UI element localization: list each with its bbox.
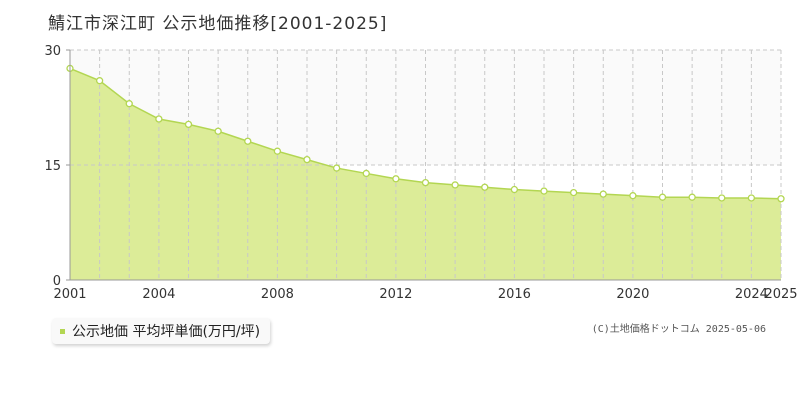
data-point: [421, 178, 430, 187]
data-point: [184, 120, 193, 129]
data-point: [155, 115, 163, 123]
data-point: [688, 193, 696, 201]
data-point: [540, 187, 548, 195]
x-tick-label: 2016: [498, 287, 531, 300]
x-tick-label: 2004: [142, 287, 175, 300]
x-tick-label: 2012: [379, 287, 412, 300]
data-point: [273, 147, 282, 155]
data-point: [125, 100, 133, 108]
data-point: [599, 190, 607, 198]
legend-label: 公示地価 平均坪単価(万円/坪): [72, 324, 261, 340]
data-point: [244, 137, 252, 145]
data-point: [629, 192, 637, 200]
y-tick-label: 30: [44, 44, 61, 59]
data-point: [747, 194, 756, 202]
x-tick-label: 2001: [53, 287, 86, 300]
y-tick-label: 15: [44, 159, 61, 174]
data-point: [658, 193, 667, 201]
legend-marker-icon: [60, 328, 65, 334]
chart-legend: 公示地価 平均坪単価(万円/坪): [52, 318, 271, 344]
data-point: [777, 195, 785, 203]
source-credit: (C)土地価格ドットコム 2025-05-06: [591, 324, 766, 335]
x-tick-label: 2024: [735, 287, 768, 300]
y-tick-label: 0: [53, 274, 61, 289]
data-point: [510, 185, 519, 194]
chart-title: 鯖江市深江町 公示地価推移[2001-2025]: [48, 14, 388, 34]
data-point: [303, 155, 311, 164]
data-point: [718, 194, 726, 202]
x-tick-label: 2008: [261, 287, 294, 300]
data-point: [392, 175, 400, 183]
data-point: [95, 77, 104, 85]
data-point: [362, 169, 370, 178]
data-point: [481, 183, 489, 191]
data-point: [214, 127, 222, 135]
data-point: [332, 164, 341, 172]
data-point: [451, 181, 459, 189]
x-tick-label: 2020: [616, 287, 649, 300]
data-point: [569, 188, 578, 197]
x-tick-label: 2025: [764, 287, 797, 300]
